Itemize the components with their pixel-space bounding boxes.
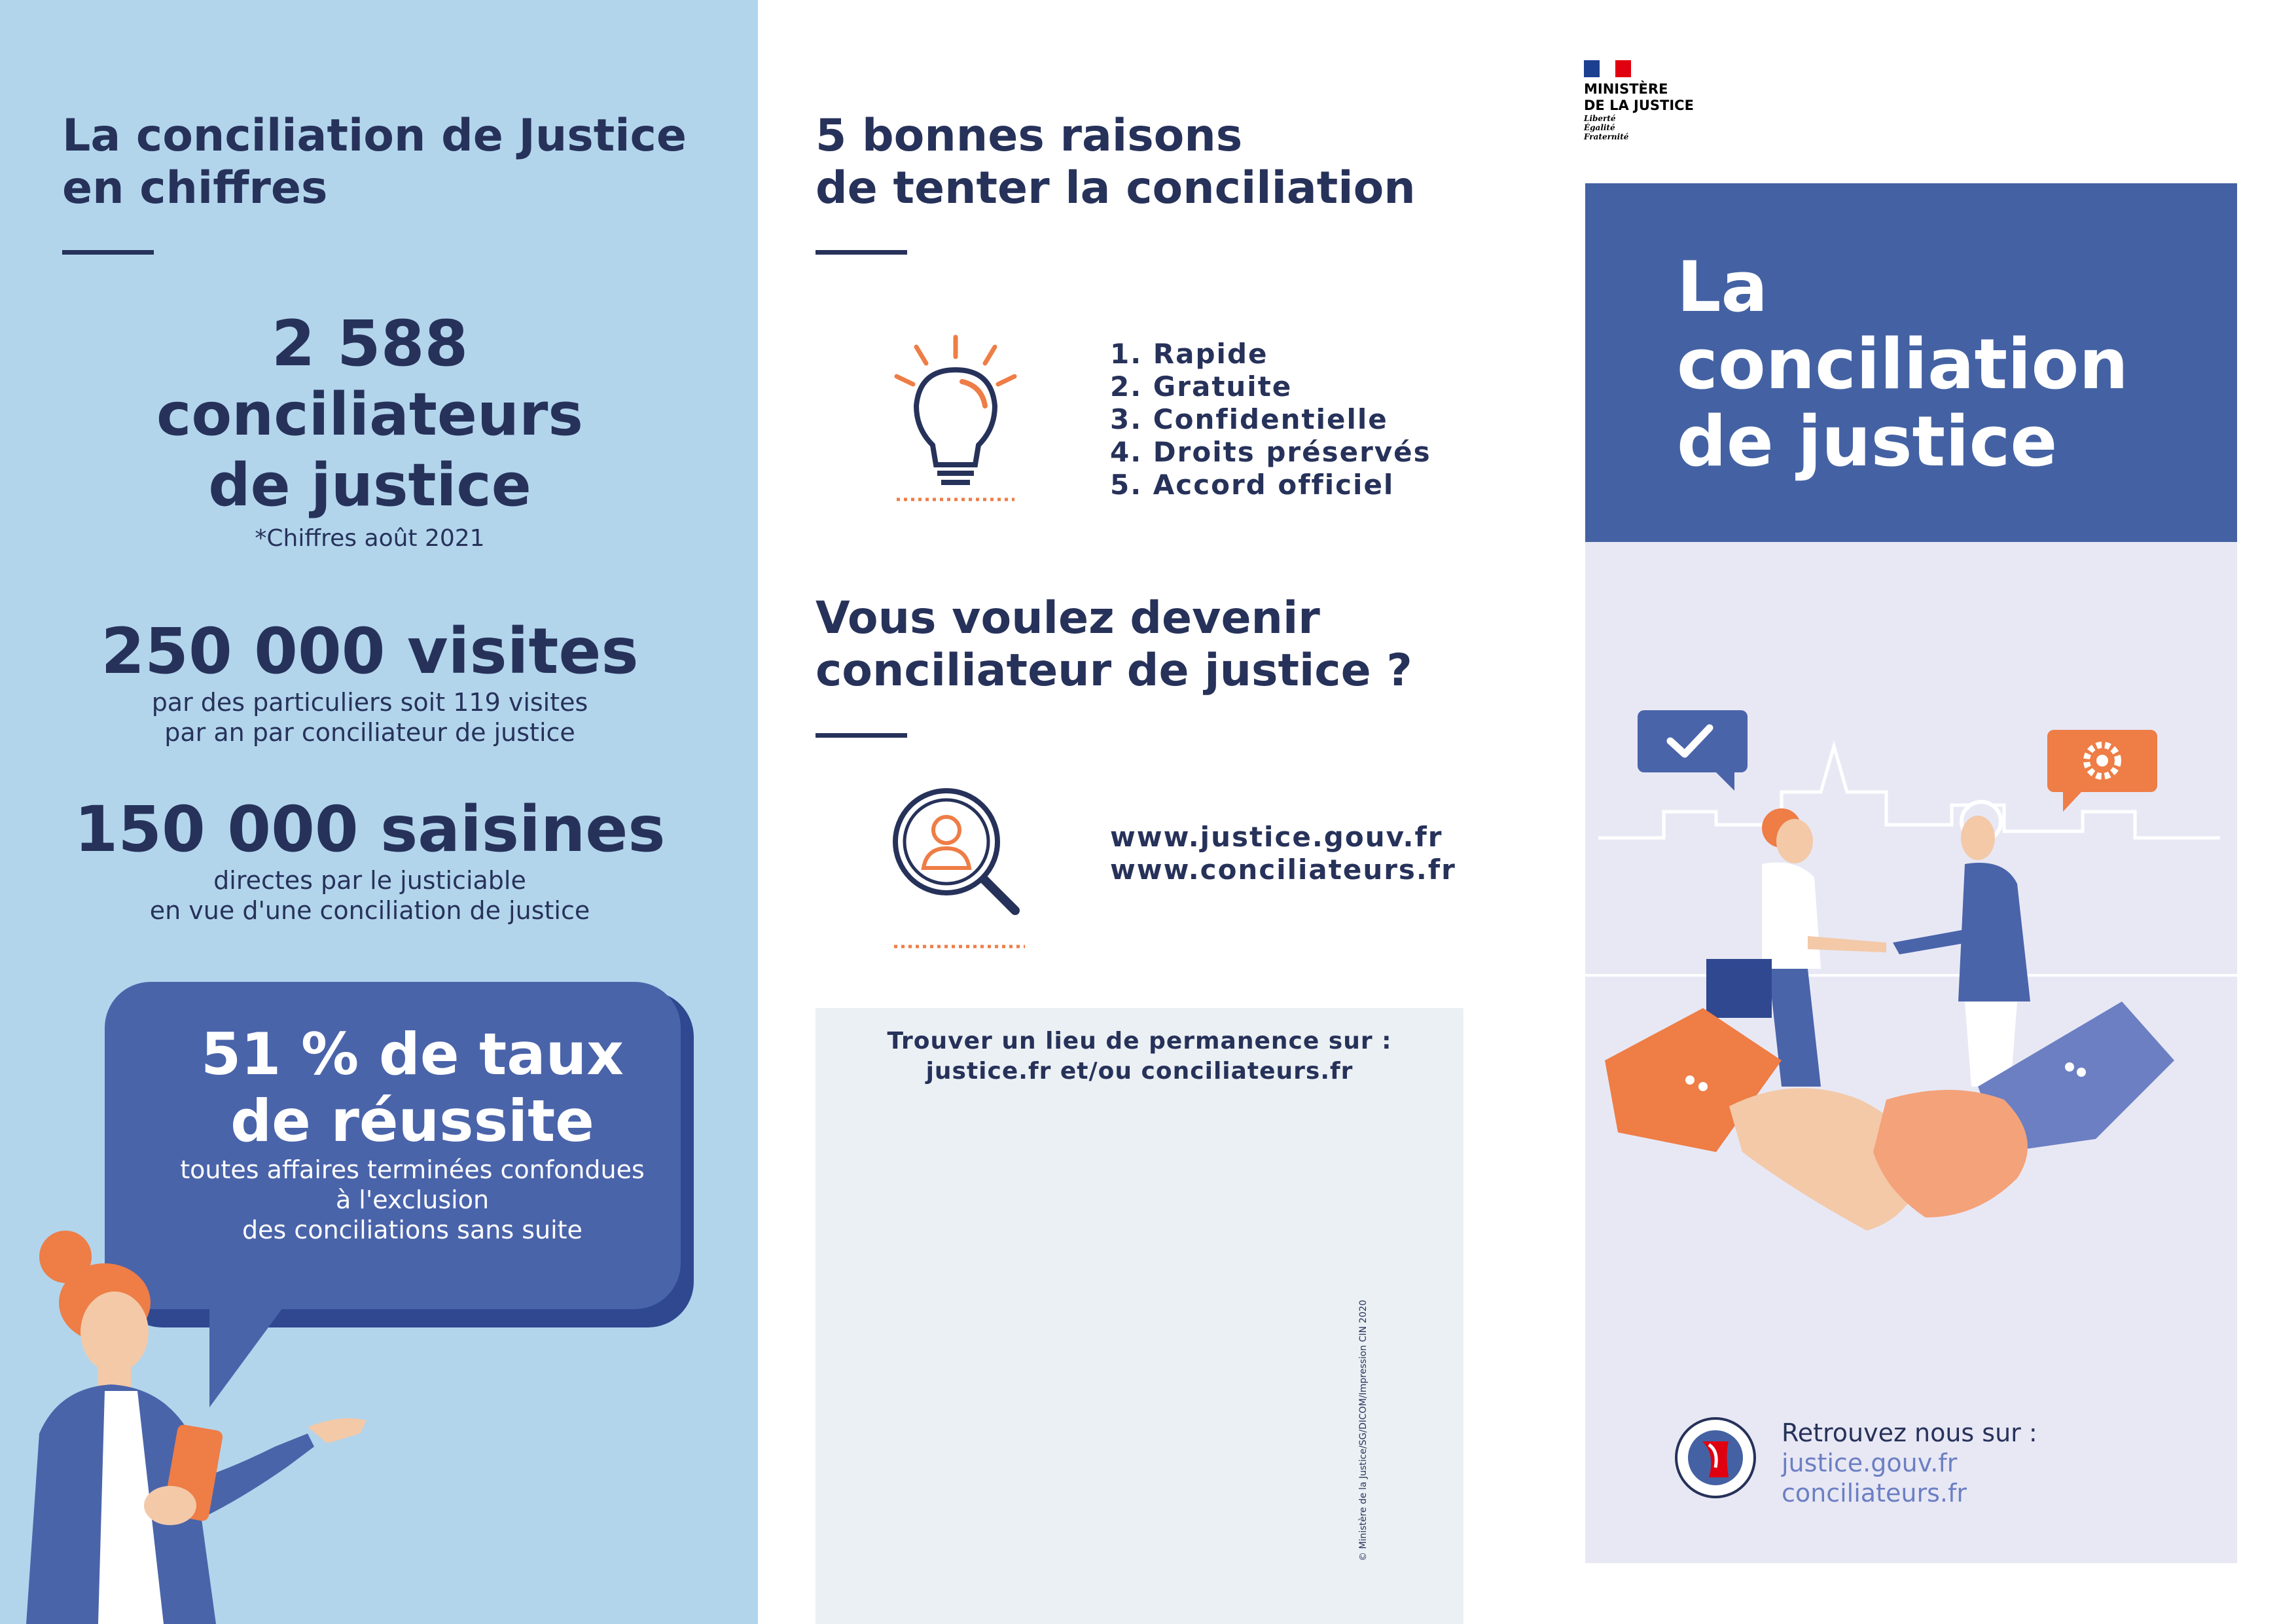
reasons-heading-line1: 5 bonnes raisons <box>816 110 1243 162</box>
stat1-number: 2 588 <box>271 307 469 380</box>
left-heading-line1: La conciliation de Justice <box>62 110 687 162</box>
left-heading-line2: en chiffres <box>62 162 328 214</box>
become-heading: Vous voulez devenir conciliateur de just… <box>816 592 1412 697</box>
title-line1: La <box>1677 247 1768 327</box>
permanence-line2: justice.fr et/ou conciliateurs.fr <box>925 1058 1354 1085</box>
stat1-line1: conciliateurs <box>156 380 583 449</box>
bubble-line2: de réussite <box>230 1087 594 1155</box>
left-heading: La conciliation de Justice en chiffres <box>62 110 687 215</box>
handshake-illustration <box>1585 710 2237 1231</box>
reasons-heading-rule <box>816 250 907 255</box>
bubble-line1: 51 % de taux <box>200 1020 624 1088</box>
become-heading-rule <box>816 733 907 738</box>
footer-link-justice[interactable]: justice.gouv.fr <box>1782 1449 1958 1477</box>
title-line2: conciliation <box>1677 324 2128 405</box>
links-list: www.justice.gouv.fr www.conciliateurs.fr <box>1110 821 1456 886</box>
footer-contact: Retrouvez nous sur : justice.gouv.fr con… <box>1782 1418 2037 1508</box>
left-heading-rule <box>62 250 154 255</box>
title-band: La conciliation de justice <box>1585 183 2237 542</box>
link-conciliateurs[interactable]: www.conciliateurs.fr <box>1110 854 1456 886</box>
permanence-box: Trouver un lieu de permanence sur : just… <box>816 1008 1463 1624</box>
woman-with-phone-illustration <box>26 1231 367 1624</box>
reason-item: 3. Confidentielle <box>1110 403 1388 435</box>
bubble-sub3: des conciliations sans suite <box>242 1216 583 1244</box>
bubble-sub1: toutes affaires terminées confondues <box>180 1155 645 1184</box>
stat2-line2: par an par conciliateur de justice <box>164 718 575 747</box>
stat1-line2: de justice <box>208 451 531 520</box>
ministry-logo-text: MINISTÈRE DE LA JUSTICE Liberté Égalité … <box>1584 81 1694 141</box>
ministry-line2: DE LA JUSTICE <box>1584 98 1694 113</box>
stat3-headline: 150 000 saisines <box>74 793 666 866</box>
reason-item: 1. Rapide <box>1110 338 1268 370</box>
marianne-flag-logo <box>1584 60 1631 77</box>
bubble-tail <box>209 1283 301 1407</box>
conciliateurs-seal-logo <box>1675 1417 1756 1498</box>
permanence-line1: Trouver un lieu de permanence sur : <box>887 1028 1392 1055</box>
link-justice-gouv[interactable]: www.justice.gouv.fr <box>1110 821 1443 853</box>
success-bubble: 51 % de taux de réussite toutes affaires… <box>105 982 681 1309</box>
reason-item: 4. Droits préservés <box>1110 436 1431 468</box>
ministry-line1: MINISTÈRE <box>1584 81 1668 97</box>
bubble-sub2: à l'exclusion <box>335 1185 490 1214</box>
become-heading-line1: Vous voulez devenir <box>816 592 1320 644</box>
stat2-headline: 250 000 visites <box>101 615 639 688</box>
reasons-list: 1. Rapide 2. Gratuite 3. Confidentielle … <box>1110 338 1431 501</box>
stat2-line1: par des particuliers soit 119 visites <box>151 688 588 717</box>
stat-conciliateurs: 2 588 conciliateurs de justice *Chiffres… <box>65 308 674 554</box>
reasons-heading: 5 bonnes raisons de tenter la conciliati… <box>816 110 1416 215</box>
motto-fraternite: Fraternité <box>1584 132 1629 141</box>
magnifier-person-icon <box>893 788 1025 948</box>
reason-item: 5. Accord officiel <box>1110 469 1395 501</box>
footer-link-conciliateurs[interactable]: conciliateurs.fr <box>1782 1479 1967 1507</box>
footer-heading: Retrouvez nous sur : <box>1782 1418 2037 1447</box>
lightbulb-icon <box>894 334 1017 501</box>
title-line3: de justice <box>1677 401 2058 482</box>
stat3-line2: en vue d'une conciliation de justice <box>149 896 590 925</box>
reasons-heading-line2: de tenter la conciliation <box>816 162 1416 214</box>
vertical-credit: © Ministère de la Justice/SG/DICOM/Impre… <box>1358 1299 1369 1561</box>
stat-visites: 250 000 visites par des particuliers soi… <box>65 615 674 748</box>
stat1-note: *Chiffres août 2021 <box>255 525 485 552</box>
stat-saisines: 150 000 saisines directes par le justici… <box>65 793 674 926</box>
stat3-line1: directes par le justiciable <box>213 866 526 895</box>
motto-egalite: Égalité <box>1584 123 1615 132</box>
reason-item: 2. Gratuite <box>1110 370 1293 403</box>
become-heading-line2: conciliateur de justice ? <box>816 645 1412 696</box>
motto-liberte: Liberté <box>1584 114 1616 123</box>
